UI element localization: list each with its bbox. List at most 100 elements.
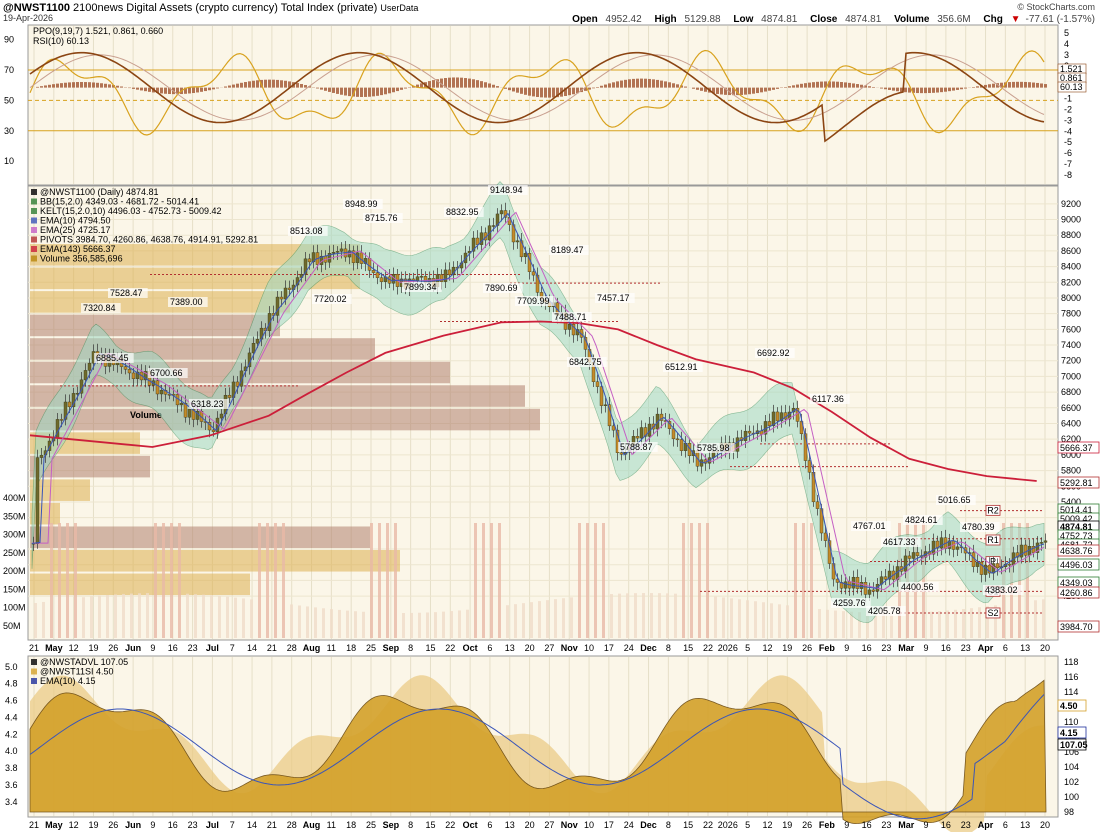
ppo-histogram-bar (396, 87, 399, 92)
breadth-right-tick: 118 (1064, 657, 1078, 667)
volume-bar (490, 523, 493, 638)
ppo-histogram-bar (828, 81, 831, 88)
ppo-histogram-bar (56, 83, 59, 88)
x-tick-label: Nov (561, 820, 578, 830)
candle-body (303, 258, 308, 275)
volume-tick-label: 200M (3, 566, 26, 576)
ppo-histogram-bar (764, 87, 767, 92)
legend-swatch (31, 659, 37, 665)
ppo-histogram-bar (72, 82, 75, 88)
ppo-histogram-bar (464, 78, 467, 88)
ppo-tag: 60.13 (1060, 82, 1083, 92)
volume-bar (746, 600, 749, 638)
ppo-histogram-bar (468, 78, 471, 88)
ppo-histogram-bar (936, 87, 939, 93)
ppo-histogram-bar (256, 80, 259, 88)
ppo-histogram-bar (940, 87, 943, 93)
ppo-histogram-bar (888, 87, 891, 90)
x-tick-label: 25 (366, 820, 376, 830)
candle-body (283, 287, 288, 300)
ppo-histogram-bar (944, 87, 947, 92)
x-tick-label: 28 (287, 643, 297, 653)
ppo-histogram-bar (320, 87, 323, 90)
x-tick-label: 8 (666, 820, 671, 830)
candle-body (767, 421, 772, 426)
annotation-bg (363, 213, 403, 223)
volume-profile-bar (30, 455, 150, 478)
ppo-histogram-bar (428, 81, 431, 88)
candle-body (1031, 546, 1036, 553)
ppo-histogram-bar (272, 79, 275, 88)
ppo-histogram-bar (524, 87, 527, 95)
volume-bar (482, 523, 485, 638)
candle-body (643, 427, 648, 437)
candle-body (159, 390, 164, 395)
rsi-tick-label: 90 (4, 35, 14, 45)
ppo-histogram-bar (448, 77, 451, 88)
price-tag: 4638.76 (1060, 546, 1093, 556)
ppo-histogram-bar (540, 87, 543, 98)
x-tick-label: 18 (346, 820, 356, 830)
volume-bar (226, 596, 229, 638)
ppo-histogram-bar (184, 87, 187, 94)
ppo-indicator (29, 49, 1047, 143)
ppo-histogram-bar (76, 82, 79, 88)
candle-body (595, 381, 600, 387)
high-label: High (654, 14, 677, 25)
ppo-histogram-bar (860, 84, 863, 88)
ppo-histogram-bar (1040, 83, 1043, 88)
ppo-histogram-bar (596, 87, 599, 88)
ppo-histogram-bar (372, 87, 375, 97)
volume-tick-label: 250M (3, 548, 26, 558)
candle-body (971, 552, 976, 567)
candle-body (743, 430, 748, 441)
x-tick-label: 15 (425, 643, 435, 653)
ppo-histogram-bar (252, 80, 255, 88)
ppo-histogram-bar (996, 83, 999, 88)
x-tick-label: 14 (247, 643, 257, 653)
price-annotation: 7320.84 (83, 303, 116, 313)
annotation-bg (663, 362, 703, 372)
ppo-histogram-bar (788, 86, 791, 88)
candle-body (911, 552, 916, 559)
ppo-histogram-bar (672, 83, 675, 88)
price-annotation: 4617.33 (883, 537, 916, 547)
ppo-histogram-bar (208, 87, 211, 91)
x-tick-label: 20 (1040, 643, 1050, 653)
ppo-histogram-bar (276, 79, 279, 88)
candle-body (35, 457, 40, 544)
candle-body (239, 370, 244, 387)
x-tick-label: 19 (782, 820, 792, 830)
volume-value: 356.6M (937, 14, 971, 25)
ppo-histogram-bar (212, 87, 215, 90)
volume-profile-bar (30, 573, 250, 596)
ppo-histogram-bar (1024, 81, 1027, 88)
annotation-bg (695, 443, 735, 453)
price-tick-label: 6400 (1061, 418, 1081, 428)
ppo-histogram-bar (844, 82, 847, 88)
price-tag: 4260.86 (1060, 588, 1093, 598)
ppo-histogram-bar (248, 81, 251, 88)
volume-bar (378, 523, 381, 638)
x-tick-label: Apr (978, 820, 994, 830)
volume-bar (218, 595, 221, 638)
ppo-histogram-bar (624, 79, 627, 88)
ppo-histogram-bar (280, 80, 283, 88)
candle-body (523, 253, 528, 258)
price-tick-label: 8600 (1061, 246, 1081, 256)
candle-body (275, 296, 280, 316)
ppo-histogram-bar (928, 87, 931, 94)
volume-bar (818, 609, 821, 638)
x-tick-label: 15 (425, 820, 435, 830)
volume-bar (570, 597, 573, 638)
price-legend-entry: Volume 356,585,696 (40, 254, 123, 264)
candle-body (639, 427, 644, 439)
ppo-tick-label: 5 (1064, 28, 1069, 38)
x-tick-label: Sep (383, 643, 400, 653)
x-tick-label: Aug (303, 643, 321, 653)
ppo-tick-label: -3 (1064, 115, 1072, 125)
candle-body (1035, 542, 1040, 553)
volume-bar (842, 611, 845, 638)
price-annotation: 6700.66 (150, 368, 183, 378)
candle-body (143, 371, 148, 381)
